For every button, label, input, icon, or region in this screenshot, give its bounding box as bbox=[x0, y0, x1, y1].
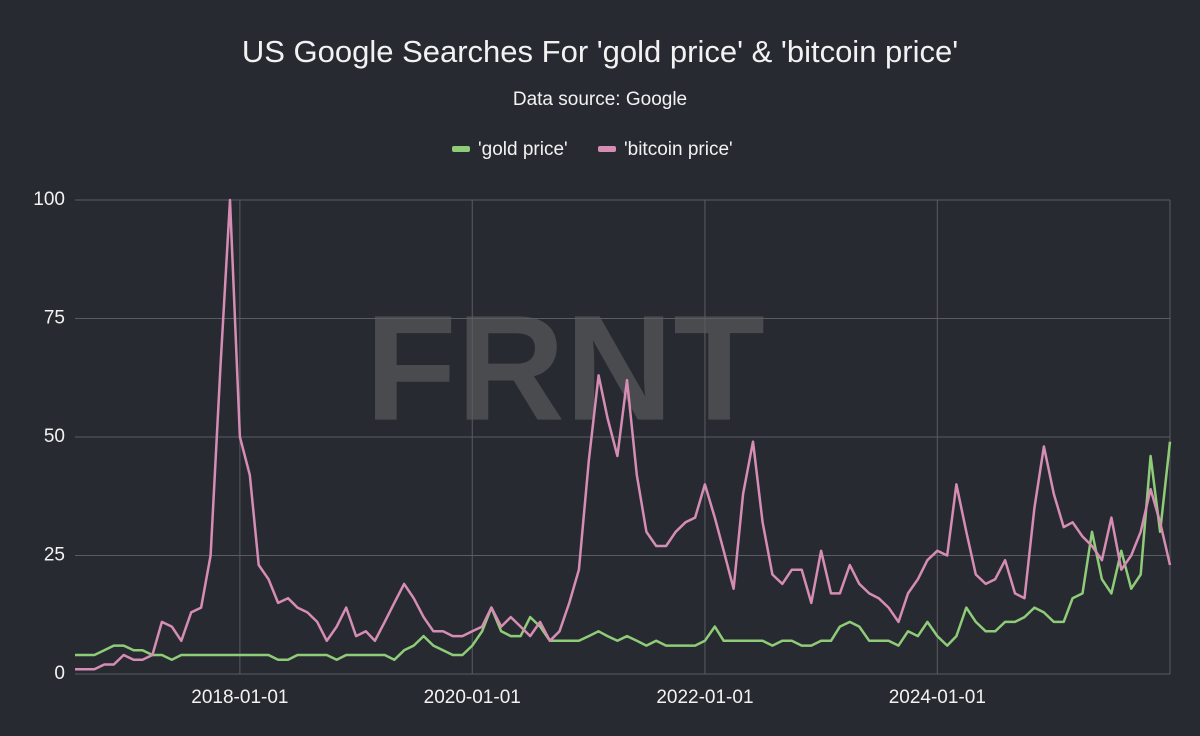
legend-swatch bbox=[452, 146, 470, 152]
x-tick-label: 2020-01-01 bbox=[424, 687, 521, 708]
line-series bbox=[75, 198, 1172, 671]
x-tick-label: 2022-01-01 bbox=[656, 687, 753, 708]
legend-label: 'bitcoin price' bbox=[624, 139, 733, 160]
chart-title: US Google Searches For 'gold price' & 'b… bbox=[242, 34, 958, 69]
legend-swatch bbox=[598, 146, 616, 152]
legend-label: 'gold price' bbox=[478, 139, 568, 160]
y-tick-label: 50 bbox=[44, 426, 65, 447]
line-series bbox=[75, 441, 1172, 662]
y-tick-label: 25 bbox=[44, 545, 65, 566]
watermark: FRNT bbox=[365, 284, 765, 452]
y-tick-label: 100 bbox=[33, 189, 65, 210]
x-tick-label: 2024-01-01 bbox=[889, 687, 986, 708]
chart-subtitle: Data source: Google bbox=[513, 89, 687, 110]
y-tick-label: 75 bbox=[44, 308, 65, 329]
x-tick-label: 2018-01-01 bbox=[191, 687, 288, 708]
y-tick-label: 0 bbox=[54, 663, 65, 684]
